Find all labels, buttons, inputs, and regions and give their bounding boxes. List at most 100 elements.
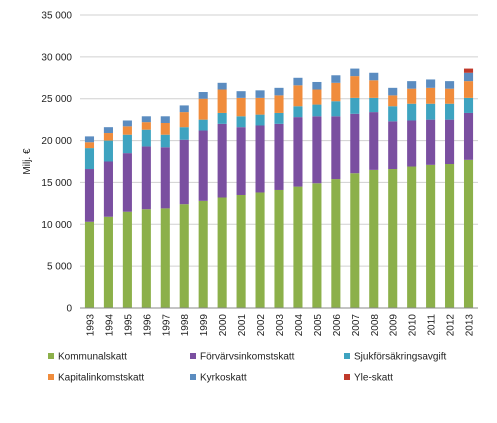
bar-segment	[217, 197, 227, 308]
bar-segment	[217, 112, 227, 124]
bar-segment	[84, 148, 95, 170]
bar-segment	[122, 153, 132, 212]
bar-segment	[103, 127, 113, 134]
bar-segment	[141, 209, 151, 308]
bar-segment	[293, 186, 303, 308]
legend-label: Kapitalinkomstskatt	[58, 373, 144, 384]
bar-segment	[463, 68, 474, 73]
axes: 0 5 000 10 000 15 000 20 000 25 000 30 000 35 0…	[41, 11, 478, 337]
bar-segment	[312, 116, 322, 184]
bar-segment	[217, 123, 227, 198]
bar-segment	[312, 104, 322, 117]
bar-segment	[388, 87, 398, 96]
x-tick-label: 1995	[123, 314, 134, 337]
bar-segment	[463, 159, 474, 308]
bar-segment	[407, 166, 417, 308]
bar-segment	[274, 123, 284, 190]
bar-segment	[103, 140, 113, 162]
bar-segment	[388, 121, 398, 170]
x-tick-label: 1997	[161, 314, 172, 337]
bar-segment	[236, 91, 246, 98]
bar-segment	[198, 200, 208, 308]
bar-segment	[369, 72, 379, 81]
bar-segment	[331, 179, 341, 308]
legend-swatch	[190, 353, 196, 359]
bar-segment	[331, 82, 341, 102]
bar-segment	[236, 97, 246, 117]
y-tick-label: 25 000	[41, 94, 72, 105]
x-tick-label: 1999	[199, 314, 210, 337]
x-tick-label: 1994	[104, 314, 115, 337]
bar-segment	[255, 125, 265, 193]
bar-segment	[369, 169, 379, 308]
bar-segment	[122, 134, 132, 154]
bar-segment	[293, 117, 303, 187]
bar-segment	[84, 136, 95, 143]
bar-segment	[122, 120, 132, 127]
bar-segment	[463, 97, 474, 113]
legend-swatch	[48, 353, 54, 359]
legend-label: Förvärvsinkomstskatt	[200, 352, 295, 363]
bar-segment	[331, 101, 341, 117]
bar-segment	[255, 114, 265, 126]
bar-segment	[293, 85, 303, 107]
bar-segment	[426, 164, 436, 308]
bar-segment	[463, 72, 474, 82]
bar-segment	[350, 76, 360, 98]
y-tick-label: 35 000	[41, 11, 72, 22]
y-tick-label: 30 000	[41, 52, 72, 63]
bar-segment	[407, 120, 417, 167]
bar-segment	[369, 97, 379, 113]
y-tick-label: 15 000	[41, 178, 72, 189]
bar-segment	[160, 208, 170, 308]
bar-segment	[426, 87, 436, 104]
legend-swatch	[48, 374, 54, 380]
bar-segment	[463, 112, 474, 160]
y-tick-label: 5 000	[47, 262, 72, 273]
bar-segment	[217, 89, 227, 113]
bar-segment	[293, 77, 303, 86]
x-tick-label: 2004	[294, 314, 305, 337]
bar-segment	[407, 88, 417, 104]
bar-segment	[122, 211, 132, 308]
x-tick-label: 2007	[351, 314, 362, 337]
x-tick-label: 2005	[313, 314, 324, 337]
bar-segment	[407, 81, 417, 89]
y-axis-label: Milj. €	[22, 148, 33, 175]
bar-segment	[141, 116, 151, 123]
bar-segment	[293, 106, 303, 118]
bar-segment	[84, 221, 95, 308]
bar-segment	[350, 97, 360, 114]
x-tick-label: 2008	[370, 314, 381, 337]
bar-segment	[445, 164, 455, 308]
bar-segment	[388, 95, 398, 107]
bar-segment	[122, 126, 132, 135]
bar-segment	[388, 169, 398, 308]
x-tick-label: 2006	[332, 314, 343, 337]
bar-segment	[369, 80, 379, 98]
bar-segment	[217, 82, 227, 90]
bar-segment	[350, 173, 360, 308]
bar-segment	[198, 130, 208, 201]
bar-segment	[274, 87, 284, 96]
y-tick-label: 10 000	[41, 220, 72, 231]
bar-segment	[331, 75, 341, 83]
bar-segment	[179, 112, 189, 128]
bar-segment	[141, 122, 151, 130]
bar-segment	[407, 103, 417, 121]
bar-segment	[426, 79, 436, 88]
legend-label: Yle-skatt	[354, 373, 393, 384]
bars	[84, 68, 474, 308]
bar-segment	[350, 113, 360, 174]
bar-segment	[198, 92, 208, 99]
legend-swatch	[344, 353, 350, 359]
x-tick-label: 2009	[389, 314, 400, 337]
bar-segment	[84, 142, 95, 149]
legend: Kommunalskatt Förvärvsinkomstskatt Sjukför…	[48, 352, 446, 384]
y-tick-label: 20 000	[41, 136, 72, 147]
bar-segment	[236, 194, 246, 308]
bar-segment	[160, 134, 170, 148]
bar-segment	[84, 169, 95, 222]
bar-segment	[388, 106, 398, 122]
